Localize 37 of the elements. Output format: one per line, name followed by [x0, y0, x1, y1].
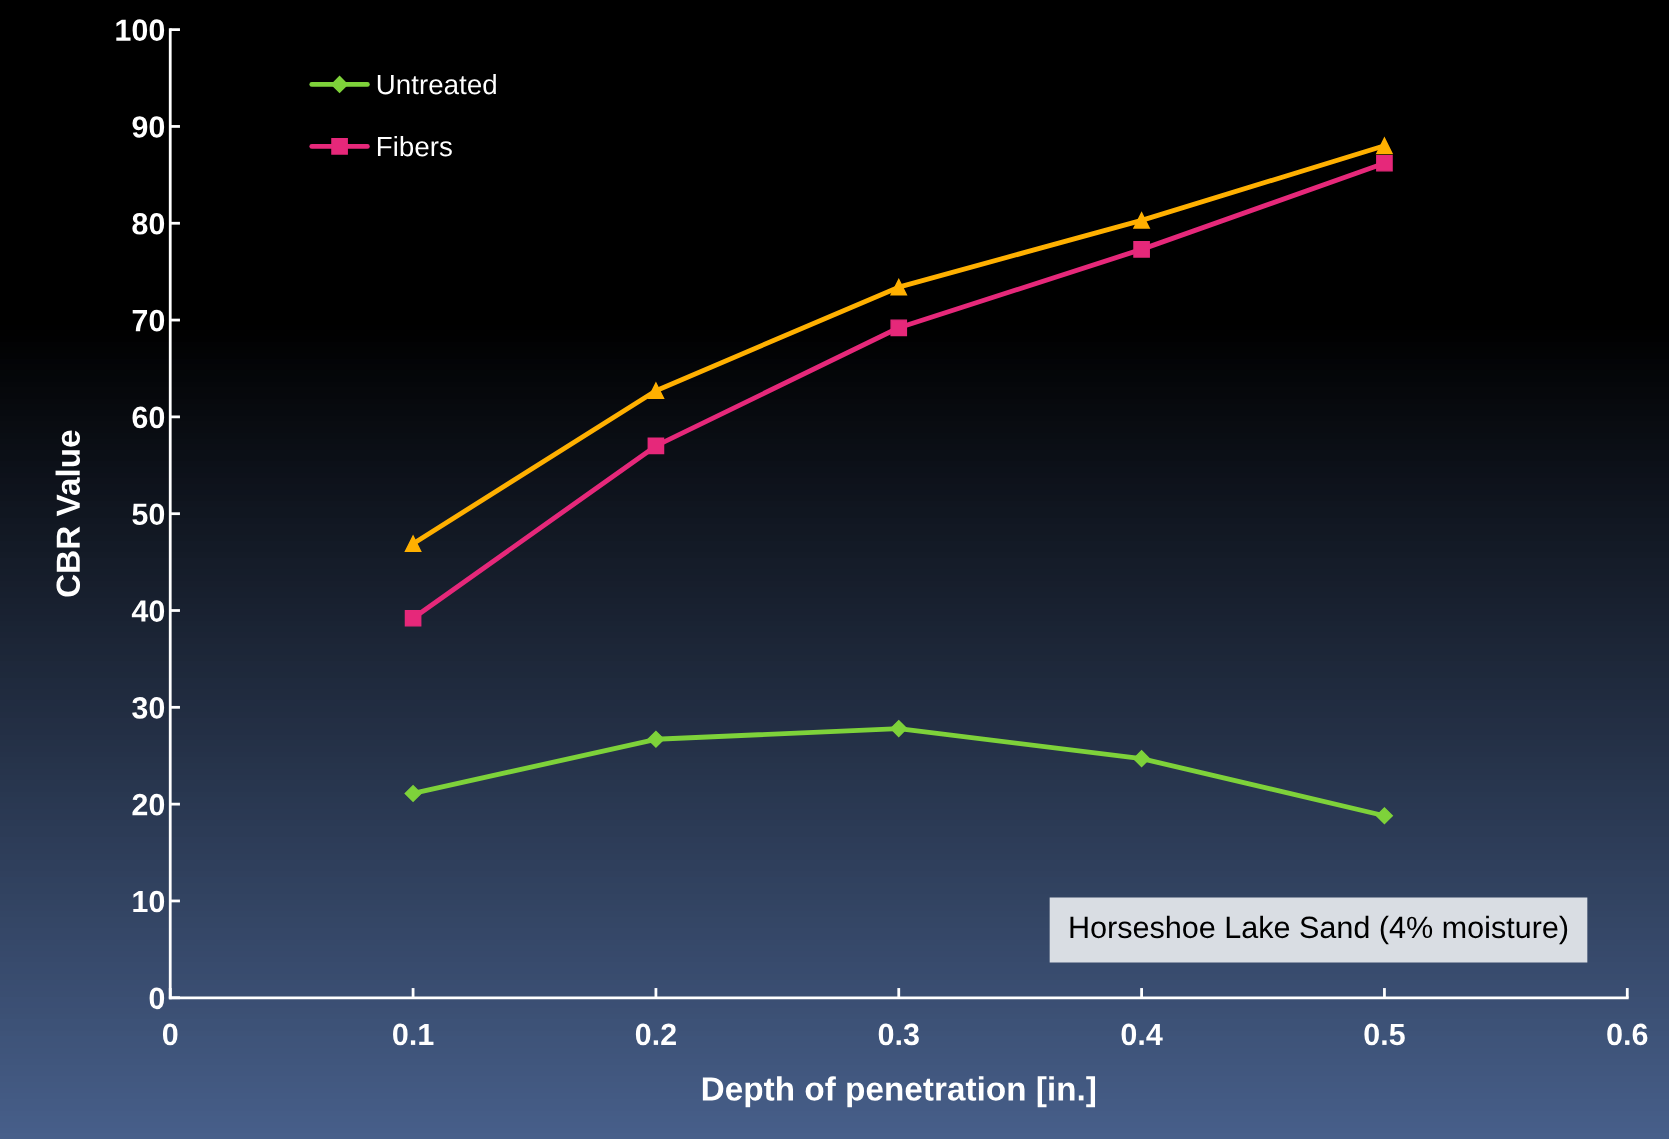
y-tick-label: 90 [132, 116, 165, 138]
y-tick-label: 30 [132, 697, 165, 719]
x-tick-label: 0.6 [1607, 1023, 1648, 1046]
point [890, 720, 908, 738]
annotation: Horseshoe Lake Sand (4% moisture) [1070, 915, 1568, 945]
x-tick-label: 0.4 [1121, 1023, 1163, 1046]
y-tick-label: 10 [133, 890, 165, 913]
point [1376, 137, 1393, 155]
x-axis-title: Depth of penetration [in.] [702, 1076, 1096, 1108]
x-tick-label: 0.3 [878, 1023, 919, 1046]
point [1375, 807, 1393, 825]
y-tick-label: 80 [132, 212, 165, 235]
x-tick-label: 0.1 [393, 1023, 434, 1046]
point [1376, 154, 1393, 172]
point [890, 278, 908, 296]
x-tick-label: 0.2 [635, 1023, 676, 1046]
legend-label: Untreated [377, 73, 496, 95]
point [647, 730, 665, 748]
point [1133, 212, 1150, 229]
point [404, 609, 422, 627]
x-tick-label: 0.5 [1364, 1023, 1405, 1046]
y-tick-label: 70 [132, 309, 165, 332]
point [404, 535, 422, 553]
point [404, 784, 422, 803]
point [1133, 750, 1151, 768]
y-tick-label: 20 [132, 793, 165, 816]
point [647, 437, 665, 455]
point [890, 319, 908, 337]
y-tick-label: 100 [116, 19, 165, 41]
y-tick-label: 50 [132, 503, 165, 526]
legend-label: Fibers [377, 135, 452, 157]
point [1133, 241, 1150, 258]
y-tick-label: 0 [149, 987, 165, 1010]
point [647, 382, 665, 400]
y-tick-label: 60 [132, 406, 165, 429]
y-tick-label: 40 [131, 600, 165, 622]
y-axis-title: CBR Value [55, 430, 81, 597]
